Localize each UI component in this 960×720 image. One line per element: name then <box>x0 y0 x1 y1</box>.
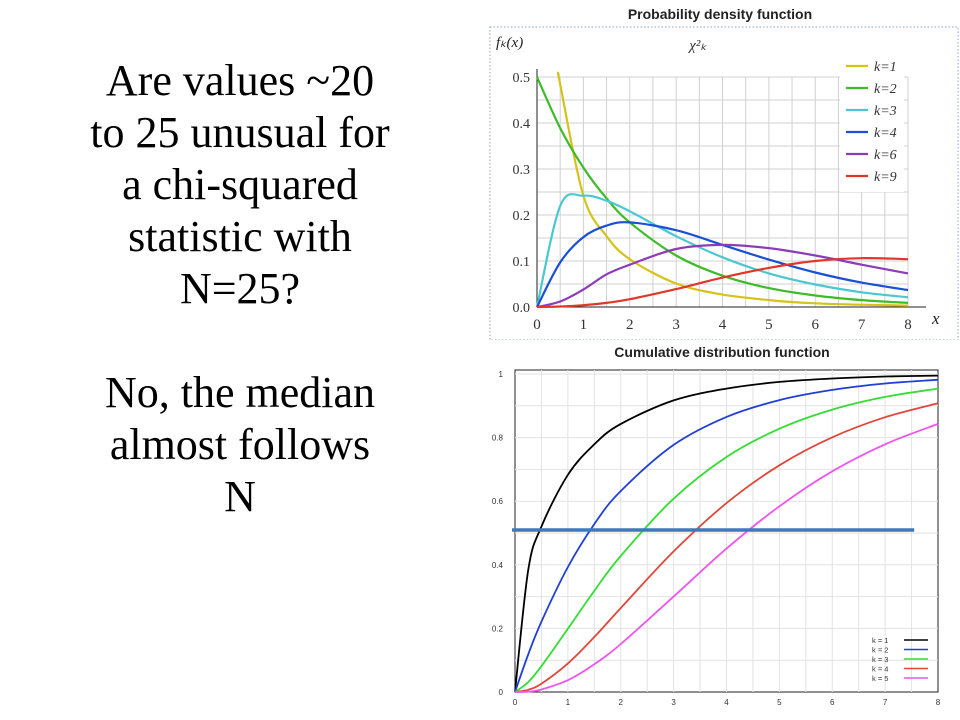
legend-box <box>840 54 904 192</box>
legend-label: k=3 <box>874 104 897 119</box>
y-tick-label: 0.4 <box>513 117 531 132</box>
x-tick-label: 3 <box>671 698 676 707</box>
x-tick-label: 2 <box>619 698 624 707</box>
y-tick-label: 0.1 <box>513 255 531 270</box>
x-axis-label: x <box>931 309 940 328</box>
x-tick-label: 1 <box>580 317 588 333</box>
legend-label: k = 3 <box>872 655 888 664</box>
x-tick-label: 5 <box>777 698 782 707</box>
y-tick-label: 1 <box>499 370 504 379</box>
pdf-chart: Probability density function χ²ₖ fₖ(x) x 0.0… <box>489 6 959 341</box>
y-tick-label: 0.5 <box>513 71 531 86</box>
legend-label: k=6 <box>874 148 897 163</box>
slide-text-block: Are values ~20 to 25 unusual for a chi-s… <box>40 55 440 523</box>
y-tick-label: 0.6 <box>492 497 504 506</box>
x-tick-label: 7 <box>858 317 866 333</box>
series-line-k6 <box>536 243 909 309</box>
answer-line: N <box>224 472 256 521</box>
question-line: Are values ~20 <box>105 56 375 105</box>
cdf-chart-panel: Cumulative distribution function 0 0.2 0.4 0… <box>472 340 960 720</box>
x-tick-label: 4 <box>724 698 729 707</box>
question-text: Are values ~20 to 25 unusual for a chi-s… <box>40 55 440 315</box>
y-tick-label: 0.0 <box>513 301 531 316</box>
x-tick-label: 6 <box>830 698 835 707</box>
y-tick-label: 0.2 <box>513 209 531 224</box>
legend-label: k=4 <box>874 126 897 141</box>
question-line: to 25 unusual for <box>90 108 390 157</box>
x-tick-label: 3 <box>672 317 680 333</box>
chart-title: Probability density function <box>628 6 812 22</box>
legend-label: k = 4 <box>872 665 888 674</box>
y-tick-label: 0.2 <box>492 624 504 633</box>
x-tick-label: 5 <box>765 317 773 333</box>
legend-label: k=9 <box>874 170 897 185</box>
legend-label: k=2 <box>874 82 897 97</box>
series-line-k2 <box>514 378 939 693</box>
x-tick-label: 6 <box>812 317 820 333</box>
x-tick-label: 4 <box>719 317 727 333</box>
chart-subtitle: χ²ₖ <box>687 38 707 54</box>
pdf-chart-panel: Probability density function χ²ₖ fₖ(x) x 0.0… <box>472 0 960 345</box>
legend-label: k=1 <box>874 60 897 75</box>
question-line: statistic with <box>128 212 352 261</box>
x-tick-label: 8 <box>936 698 941 707</box>
x-tick-label: 2 <box>626 317 634 333</box>
y-axis-label: fₖ(x) <box>496 35 523 51</box>
series-line-k1 <box>556 71 909 307</box>
series-line-k9 <box>536 257 909 309</box>
y-tick-label: 0 <box>499 688 504 697</box>
legend-label: k = 1 <box>872 636 888 645</box>
series-line-k3 <box>514 387 939 693</box>
x-tick-label: 0 <box>513 698 518 707</box>
x-tick-label: 1 <box>566 698 571 707</box>
question-line: a chi-squared <box>122 160 358 209</box>
y-tick-label: 0.4 <box>492 561 504 570</box>
y-tick-label: 0.8 <box>492 434 504 443</box>
legend-label: k = 2 <box>872 646 888 655</box>
y-tick-label: 0.3 <box>513 163 531 178</box>
series-line-k4 <box>514 402 939 693</box>
answer-line: No, the median <box>104 368 376 417</box>
x-tick-label: 0 <box>533 317 541 333</box>
chart-title: Cumulative distribution function <box>614 344 829 360</box>
series-line-k2 <box>536 76 909 304</box>
question-line: N=25? <box>179 264 301 313</box>
series-line-k4 <box>536 221 909 308</box>
x-tick-label: 8 <box>904 317 912 333</box>
series-line-k1 <box>514 374 939 693</box>
cdf-chart: Cumulative distribution function 0 0.2 0.4 0… <box>492 344 941 707</box>
x-tick-label: 7 <box>883 698 888 707</box>
answer-text: No, the median almost follows N <box>40 367 440 523</box>
series-line-k5 <box>514 423 939 693</box>
answer-line: almost follows <box>109 420 371 469</box>
legend-label: k = 5 <box>872 674 888 683</box>
series-line-k3 <box>535 192 909 308</box>
